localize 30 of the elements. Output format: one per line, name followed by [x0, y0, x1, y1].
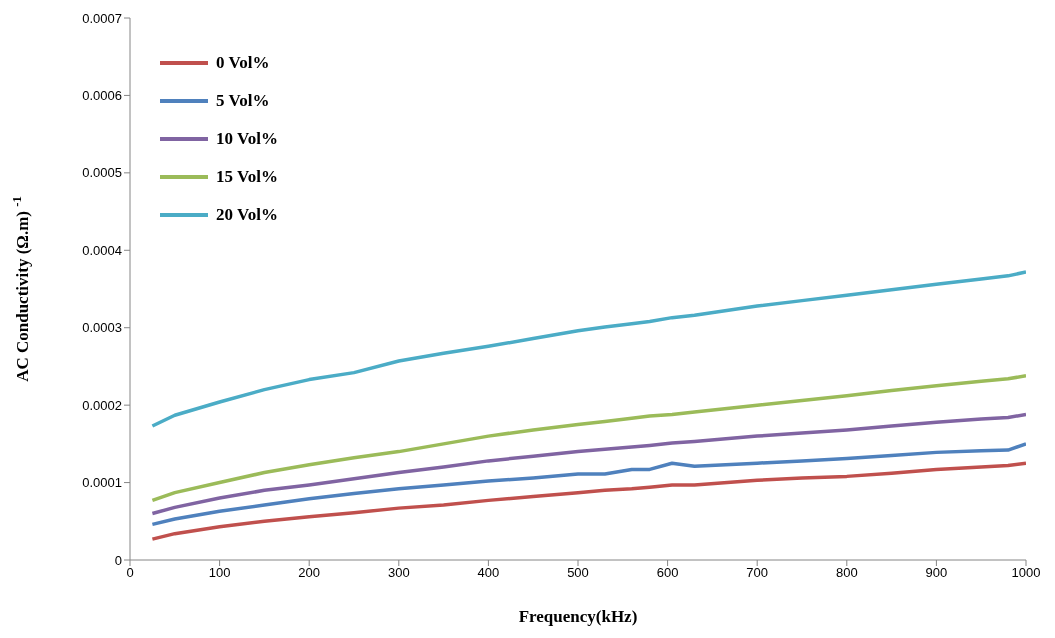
x-tick-label: 800	[835, 565, 858, 581]
line-series	[150, 442, 1026, 527]
x-tick-label: 1000	[1011, 565, 1041, 581]
legend-label: 20 Vol%	[216, 205, 278, 225]
y-tick-label: 0.0001	[82, 475, 122, 491]
x-tick-label: 500	[567, 565, 589, 581]
x-tick-label: 700	[746, 565, 769, 581]
y-tick-label: 0.0003	[82, 320, 122, 336]
y-tick-label: 0.0005	[82, 165, 122, 181]
line-series	[150, 412, 1026, 516]
y-tick-label: 0.0007	[82, 10, 122, 26]
y-tick-label: 0.0006	[82, 88, 122, 104]
y-tick-label: 0.0002	[82, 397, 122, 413]
legend-label: 15 Vol%	[216, 167, 278, 187]
y-tick-label: 0	[114, 552, 122, 568]
line-series	[150, 373, 1026, 503]
y-tick-label: 0.0004	[82, 242, 122, 258]
x-tick-label: 300	[387, 565, 410, 581]
x-tick-label: 900	[925, 565, 948, 581]
x-axis-title: Frequency(kHz)	[518, 607, 638, 626]
legend-label: 0 Vol%	[216, 53, 270, 73]
x-tick-label: 100	[208, 565, 231, 581]
x-tick-label: 400	[477, 565, 500, 581]
x-tick-label: 200	[298, 565, 321, 581]
legend-label: 5 Vol%	[216, 91, 270, 111]
x-tick-label: 600	[656, 565, 679, 581]
legend-label: 10 Vol%	[216, 129, 278, 149]
line-series	[150, 461, 1026, 541]
line-series	[150, 270, 1026, 428]
x-tick-label: 0	[126, 565, 134, 581]
